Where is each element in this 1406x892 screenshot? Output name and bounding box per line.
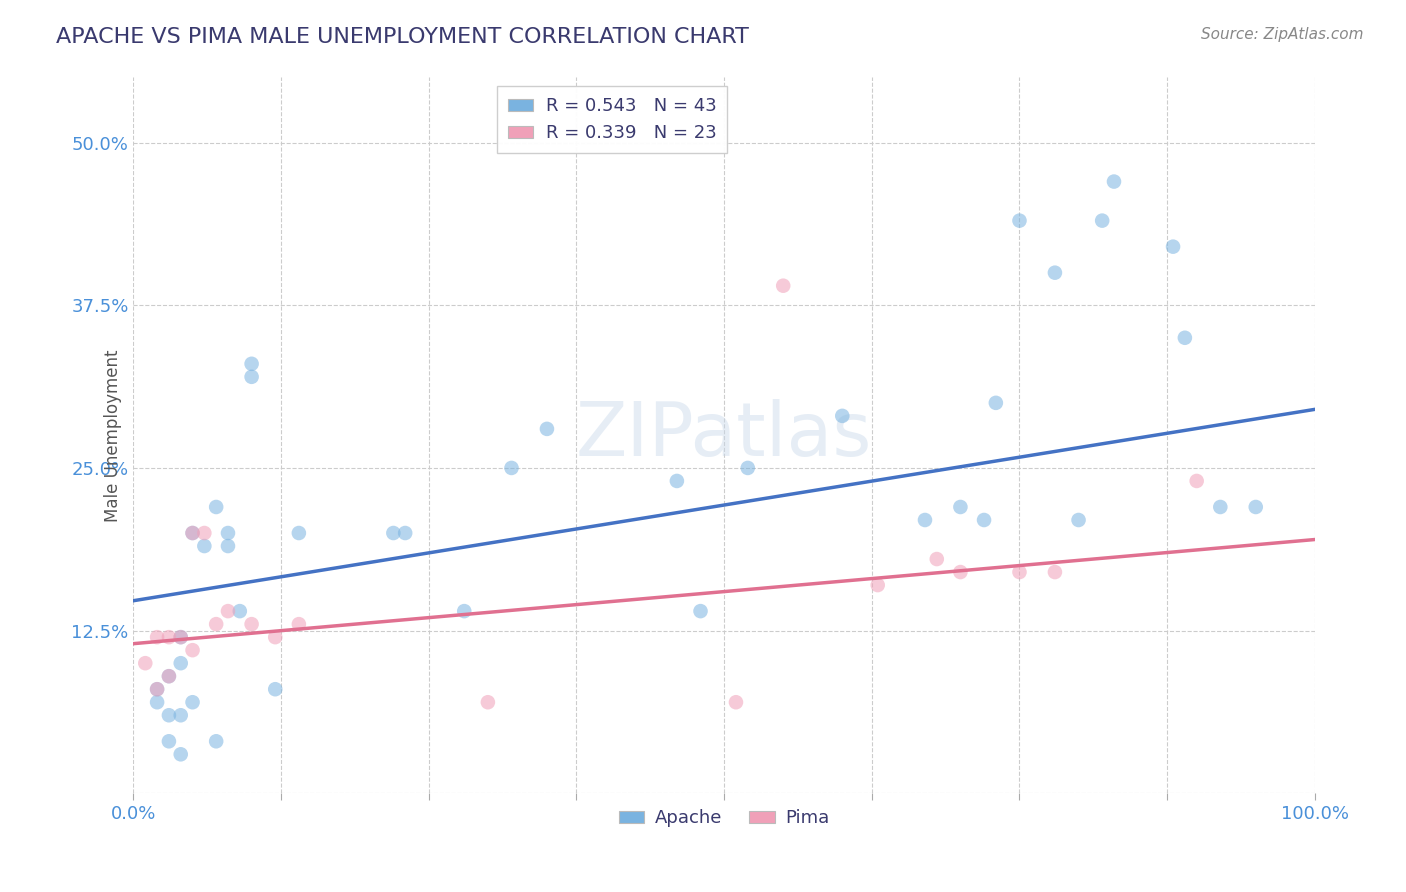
Point bbox=[1043, 266, 1066, 280]
Text: APACHE VS PIMA MALE UNEMPLOYMENT CORRELATION CHART: APACHE VS PIMA MALE UNEMPLOYMENT CORRELA… bbox=[56, 27, 749, 46]
Point bbox=[217, 539, 239, 553]
Point bbox=[146, 682, 169, 697]
Point bbox=[1102, 175, 1125, 189]
Point bbox=[724, 695, 747, 709]
Point bbox=[1209, 500, 1232, 514]
Point bbox=[205, 734, 228, 748]
Point bbox=[181, 526, 204, 541]
Point bbox=[146, 695, 169, 709]
Point bbox=[134, 656, 156, 670]
Point bbox=[146, 630, 169, 644]
Point bbox=[1008, 565, 1031, 579]
Point bbox=[1043, 565, 1066, 579]
Point bbox=[240, 357, 263, 371]
Point bbox=[973, 513, 995, 527]
Point bbox=[157, 669, 180, 683]
Point bbox=[217, 604, 239, 618]
Point bbox=[170, 630, 193, 644]
Point bbox=[288, 526, 311, 541]
Point bbox=[157, 708, 180, 723]
Point bbox=[146, 682, 169, 697]
Point bbox=[1174, 331, 1197, 345]
Point bbox=[170, 708, 193, 723]
Point bbox=[394, 526, 416, 541]
Point bbox=[1008, 213, 1031, 227]
Point bbox=[217, 526, 239, 541]
Point bbox=[264, 630, 287, 644]
Point bbox=[984, 396, 1007, 410]
Point bbox=[737, 461, 759, 475]
Point bbox=[205, 500, 228, 514]
Point bbox=[949, 500, 972, 514]
Point bbox=[689, 604, 711, 618]
Point bbox=[914, 513, 936, 527]
Point bbox=[157, 630, 180, 644]
Point bbox=[772, 278, 794, 293]
Point bbox=[925, 552, 948, 566]
Point bbox=[193, 539, 215, 553]
Point bbox=[240, 617, 263, 632]
Legend: Apache, Pima: Apache, Pima bbox=[612, 802, 837, 834]
Y-axis label: Male Unemployment: Male Unemployment bbox=[104, 349, 122, 522]
Point bbox=[453, 604, 475, 618]
Point bbox=[205, 617, 228, 632]
Point bbox=[477, 695, 499, 709]
Point bbox=[536, 422, 558, 436]
Point bbox=[1091, 213, 1114, 227]
Point bbox=[288, 617, 311, 632]
Point bbox=[193, 526, 215, 541]
Text: Source: ZipAtlas.com: Source: ZipAtlas.com bbox=[1201, 27, 1364, 42]
Point bbox=[1161, 240, 1184, 254]
Point bbox=[157, 734, 180, 748]
Point bbox=[866, 578, 889, 592]
Text: ZIPatlas: ZIPatlas bbox=[576, 399, 872, 472]
Point bbox=[181, 526, 204, 541]
Point bbox=[170, 656, 193, 670]
Point bbox=[181, 643, 204, 657]
Point bbox=[501, 461, 523, 475]
Point bbox=[665, 474, 688, 488]
Point bbox=[949, 565, 972, 579]
Point bbox=[831, 409, 853, 423]
Point bbox=[229, 604, 252, 618]
Point bbox=[1067, 513, 1090, 527]
Point bbox=[170, 747, 193, 762]
Point bbox=[170, 630, 193, 644]
Point bbox=[1244, 500, 1267, 514]
Point bbox=[157, 669, 180, 683]
Point bbox=[382, 526, 405, 541]
Point bbox=[181, 695, 204, 709]
Point bbox=[1185, 474, 1208, 488]
Point bbox=[240, 369, 263, 384]
Point bbox=[264, 682, 287, 697]
